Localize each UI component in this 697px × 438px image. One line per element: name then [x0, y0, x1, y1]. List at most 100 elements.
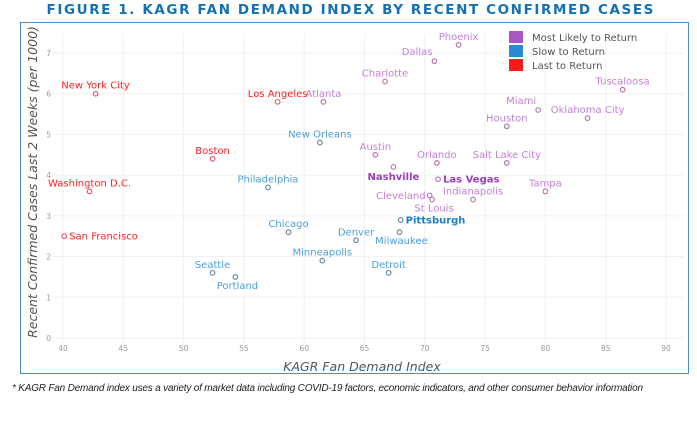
data-point[interactable] — [429, 196, 435, 203]
point-label: Cleveland — [376, 191, 426, 202]
series-last-to-return: New York City Los Angeles Boston Washington… — [48, 81, 307, 243]
y-tick-label: 2 — [46, 253, 51, 262]
legend-swatch — [509, 59, 523, 71]
chart-frame — [20, 22, 689, 374]
data-point[interactable] — [382, 78, 388, 85]
legend-label: Last to Return — [532, 61, 602, 72]
point-label: Houston — [486, 113, 528, 124]
data-point[interactable] — [435, 176, 441, 183]
x-tick-label: 80 — [541, 344, 551, 353]
x-axis-title: KAGR Fan Demand Index — [283, 359, 441, 374]
x-tick-label: 50 — [179, 344, 189, 353]
data-point[interactable] — [584, 115, 591, 122]
legend-label: Slow to Return — [532, 47, 605, 58]
point-label: Tuscaloosa — [595, 77, 650, 88]
data-point[interactable] — [385, 269, 392, 276]
point-label: Oklahoma City — [551, 105, 625, 116]
y-axis-ticks: 0 1 2 3 4 5 6 7 — [46, 49, 51, 343]
data-point[interactable] — [209, 269, 216, 276]
point-label: New Orleans — [288, 130, 352, 141]
point-label: Tampa — [528, 178, 562, 189]
legend-label: Most Likely to Return — [532, 33, 637, 44]
y-tick-label: 7 — [46, 49, 51, 58]
point-label: Portland — [217, 281, 258, 292]
x-tick-label: 75 — [480, 344, 490, 353]
point-label: Miami — [506, 96, 536, 107]
x-tick-label: 45 — [119, 344, 129, 353]
point-label: Indianapolis — [443, 187, 503, 198]
point-label: Minneapolis — [292, 248, 352, 259]
figure-title: FIGURE 1. KAGR FAN DEMAND INDEX BY RECEN… — [46, 2, 655, 18]
point-label: Pittsburgh — [406, 215, 466, 226]
footnote: * KAGR Fan Demand index uses a variety o… — [12, 383, 643, 394]
data-point[interactable] — [372, 151, 379, 158]
point-label: Los Angeles — [248, 89, 308, 100]
data-point[interactable] — [353, 237, 359, 244]
grid-lines — [52, 34, 684, 345]
point-label: Denver — [338, 227, 375, 238]
point-label: Chicago — [268, 219, 308, 230]
point-label: Salt Lake City — [473, 150, 542, 161]
point-label: Philadelphia — [238, 174, 299, 185]
data-point[interactable] — [455, 41, 462, 48]
point-label: Nashville — [368, 172, 420, 183]
data-point[interactable] — [619, 86, 626, 93]
point-label: Charlotte — [362, 69, 408, 80]
x-tick-label: 60 — [299, 344, 309, 353]
y-axis-title: Recent Confirmed Cases Last 2 Weeks (per… — [25, 26, 40, 338]
x-tick-label: 85 — [601, 344, 611, 353]
data-point[interactable] — [431, 58, 438, 65]
point-label: Boston — [195, 146, 230, 157]
data-point[interactable] — [433, 160, 440, 166]
data-point[interactable] — [285, 229, 292, 236]
data-point[interactable] — [316, 139, 323, 146]
y-tick-label: 1 — [46, 293, 51, 302]
series-slow-to-return: New Orleans Philadelphia Pittsburgh Chicago… — [195, 130, 466, 292]
data-point[interactable] — [535, 107, 542, 113]
data-point[interactable] — [390, 164, 397, 170]
data-point[interactable] — [542, 188, 549, 195]
point-label: San Francisco — [69, 232, 138, 243]
y-tick-label: 4 — [46, 171, 51, 180]
x-tick-label: 55 — [239, 344, 249, 353]
x-tick-label: 40 — [58, 344, 68, 353]
y-tick-label: 6 — [46, 90, 51, 99]
point-label: St Louis — [414, 204, 453, 215]
x-axis-ticks: 40 45 50 55 60 65 70 75 80 85 90 — [58, 344, 671, 353]
data-point[interactable] — [320, 98, 327, 105]
legend: Most Likely to Return Slow to Return Last … — [509, 31, 637, 72]
y-tick-label: 0 — [46, 334, 51, 343]
data-point[interactable] — [397, 217, 404, 223]
y-tick-label: 5 — [46, 130, 51, 139]
point-label: Orlando — [417, 150, 457, 161]
data-point[interactable] — [274, 98, 281, 105]
point-label: Las Vegas — [443, 175, 499, 186]
legend-swatch — [509, 31, 523, 43]
data-points: Phoenix Dallas Charlotte Atlanta Tuscaloosa M… — [48, 32, 650, 292]
data-point[interactable] — [503, 123, 510, 130]
x-tick-label: 65 — [360, 344, 370, 353]
data-point[interactable] — [319, 257, 326, 264]
data-point[interactable] — [396, 229, 403, 236]
data-point[interactable] — [86, 188, 93, 195]
data-point[interactable] — [61, 233, 68, 240]
data-point[interactable] — [209, 155, 216, 162]
y-tick-label: 3 — [46, 212, 51, 221]
data-point[interactable] — [92, 90, 99, 97]
point-label: Atlanta — [306, 89, 342, 100]
data-point[interactable] — [503, 160, 510, 166]
data-point[interactable] — [426, 192, 433, 199]
point-label: Detroit — [371, 260, 406, 271]
point-label: New York City — [61, 81, 130, 92]
point-label: Milwaukee — [375, 236, 428, 247]
legend-swatch — [509, 45, 523, 57]
point-label: Austin — [360, 142, 391, 153]
data-point[interactable] — [232, 274, 239, 280]
x-tick-label: 70 — [420, 344, 430, 353]
data-point[interactable] — [265, 184, 271, 191]
data-point[interactable] — [470, 196, 476, 203]
series-most-likely-to-return: Phoenix Dallas Charlotte Atlanta Tuscaloosa M… — [306, 32, 650, 215]
point-label: Dallas — [402, 47, 433, 58]
point-label: Washington D.C. — [48, 178, 131, 189]
